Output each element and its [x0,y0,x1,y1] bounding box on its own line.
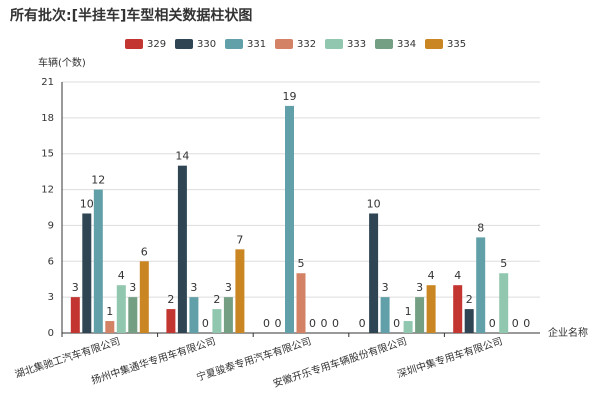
value-label: 12 [91,174,105,187]
value-label: 0 [275,317,282,330]
value-label: 4 [118,269,125,282]
bar [426,285,436,333]
bar [369,213,379,333]
y-axis-label: 车辆(个数) [38,56,86,69]
value-label: 1 [405,305,412,318]
bar [177,165,187,333]
value-label: 0 [321,317,328,330]
legend-swatch [225,39,243,49]
legend-swatch [325,39,343,49]
y-tick-label: 0 [48,328,54,339]
bar [128,297,138,333]
y-tick-label: 6 [48,256,54,267]
legend-swatch [275,39,293,49]
bar [139,261,149,333]
x-axis-label: 企业名称 [548,326,588,339]
value-label: 2 [213,293,220,306]
value-label: 0 [489,317,496,330]
bar [93,189,103,333]
legend-label: 331 [247,39,266,50]
value-label: 4 [454,269,461,282]
legend-label: 335 [447,39,466,50]
legend-swatch [375,39,393,49]
value-label: 2 [466,293,473,306]
value-label: 4 [428,269,435,282]
bar [499,273,509,333]
value-label: 0 [332,317,339,330]
bar [415,297,425,333]
value-label: 3 [225,281,232,294]
bar [476,237,486,333]
value-label: 6 [141,245,148,258]
value-label: 0 [512,317,519,330]
legend-label: 330 [197,39,216,50]
bar [105,321,115,333]
y-tick-label: 15 [41,149,54,160]
legend-swatch [425,39,443,49]
value-label: 5 [298,257,305,270]
value-label: 3 [382,281,389,294]
x-tick-label: 深圳中集专用车有限公司 [395,334,504,380]
y-tick-label: 12 [41,185,54,196]
bar [464,309,474,333]
value-label: 0 [202,317,209,330]
bar [223,297,233,333]
legend-label: 333 [347,39,366,50]
bar [453,285,463,333]
bar [116,285,126,333]
value-label: 14 [175,150,189,163]
value-label: 0 [359,317,366,330]
bar [296,273,306,333]
bar [285,105,294,334]
value-label: 3 [129,281,136,294]
y-tick-label: 21 [41,77,54,88]
value-label: 0 [523,317,530,330]
legend-swatch [125,39,143,49]
value-label: 3 [416,281,423,294]
value-label: 0 [309,317,316,330]
legend-swatch [175,39,193,49]
value-label: 3 [72,281,79,294]
bar [380,297,390,333]
y-tick-label: 9 [48,220,54,231]
value-label: 0 [263,317,270,330]
value-label: 2 [167,293,174,306]
bar [403,321,413,333]
value-label: 7 [236,233,243,246]
y-tick-label: 3 [48,292,54,303]
legend-label: 334 [397,39,416,50]
chart-title: 所有批次:[半挂车]车型相关数据柱状图 [10,7,252,24]
bar [166,309,176,333]
legend-label: 329 [147,39,166,50]
legend-label: 332 [297,39,316,50]
value-label: 8 [477,221,484,234]
bar [82,213,92,333]
value-label: 10 [80,197,94,210]
value-label: 3 [190,281,197,294]
y-tick-label: 18 [41,113,54,124]
bar [235,249,245,333]
value-label: 1 [106,305,113,318]
bar [189,297,199,333]
bar [212,309,222,333]
value-label: 0 [393,317,400,330]
value-label: 10 [367,197,381,210]
bar [70,297,80,333]
value-label: 19 [283,90,297,103]
value-label: 5 [500,257,507,270]
